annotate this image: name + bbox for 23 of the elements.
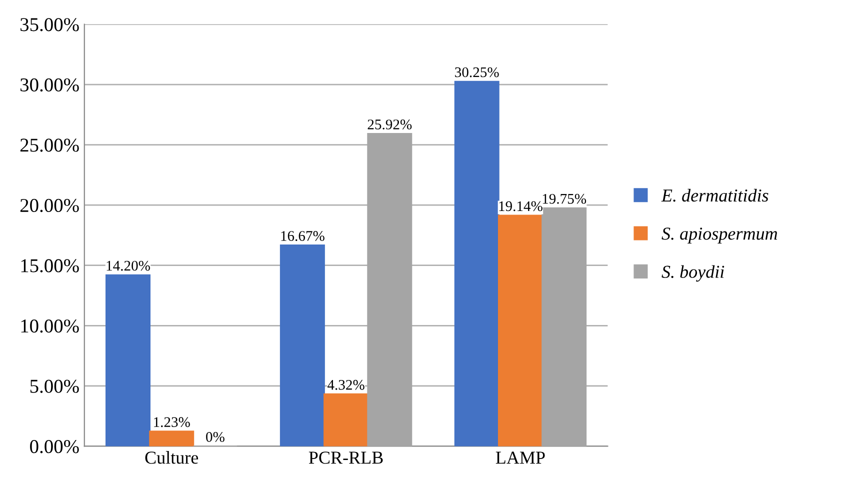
y-tick-label: 30.00% [20, 78, 79, 92]
data-label: 1.23% [154, 417, 190, 428]
data-label: 30.25% [455, 67, 499, 78]
legend-label: S. apiospermum [662, 228, 778, 244]
y-tick-label: 25.00% [20, 138, 79, 152]
y-tick-label: 35.00% [20, 18, 79, 32]
y-tick-label: 10.00% [21, 319, 79, 333]
data-label: 14.20% [106, 260, 150, 271]
y-tick-label: 5.00% [30, 380, 79, 393]
data-label: 19.14% [499, 201, 542, 212]
data-label: 4.32% [327, 380, 364, 390]
x-tick-label: LAMP [496, 452, 545, 464]
legend-label: S. boydii [662, 265, 724, 282]
x-tick-label: PCR-RLB [308, 452, 383, 464]
data-label: 0% [206, 432, 224, 442]
data-label: 19.75% [542, 194, 586, 204]
y-tick-label: 20.00% [20, 198, 79, 212]
x-tick-label: Culture [145, 451, 198, 464]
y-tick-label: 15.00% [21, 259, 79, 272]
data-label: 25.92% [368, 120, 412, 130]
y-tick-label: 0.00% [30, 440, 79, 454]
data-label: 16.67% [281, 231, 324, 241]
legend-label: E. dermatitidis [661, 188, 768, 202]
